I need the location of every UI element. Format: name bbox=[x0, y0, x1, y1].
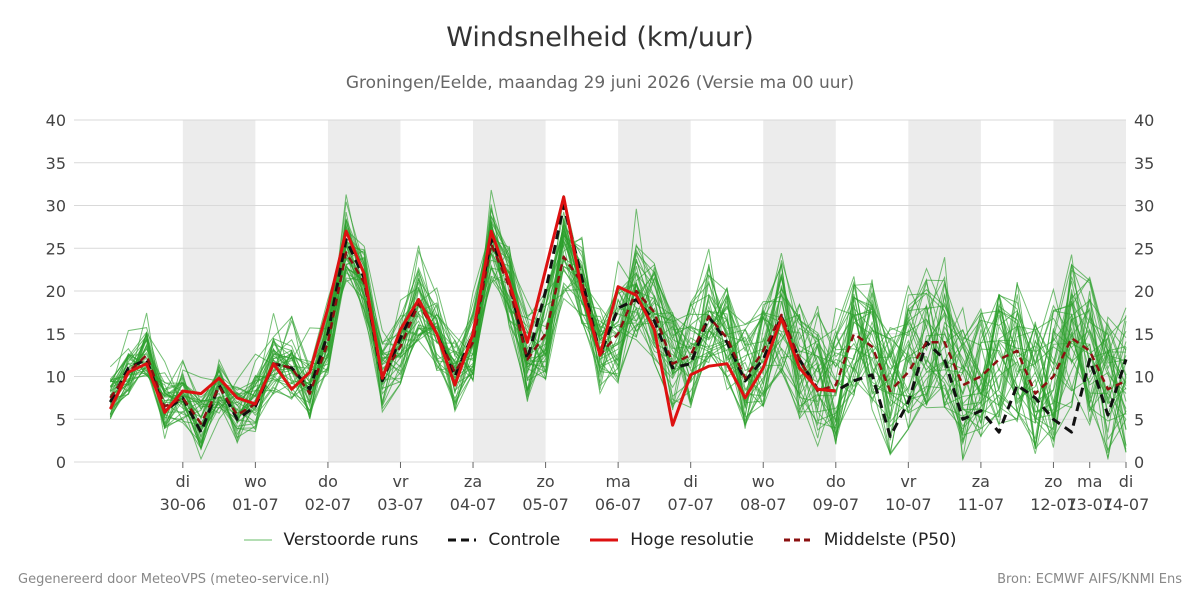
legend-label: Middelste (P50) bbox=[823, 530, 957, 550]
ensemble-member-line bbox=[109, 227, 1127, 460]
x-tick-day: ma bbox=[605, 472, 630, 491]
legend-label: Verstoorde runs bbox=[283, 530, 419, 550]
y-tick-label-right: 25 bbox=[1134, 239, 1154, 258]
y-tick-label-left: 5 bbox=[56, 410, 66, 429]
y-tick-label-right: 10 bbox=[1134, 368, 1154, 387]
x-tick-day: wo bbox=[752, 472, 775, 491]
x-tick-date: 04-07 bbox=[450, 495, 497, 514]
middelste-p50-line bbox=[109, 242, 1127, 425]
chart-subtitle: Groningen/Eelde, maandag 29 juni 2026 (V… bbox=[345, 73, 855, 93]
x-tick-date: 11-07 bbox=[958, 495, 1005, 514]
y-tick-label-right: 30 bbox=[1134, 197, 1154, 216]
ensemble-member-line bbox=[109, 219, 1127, 451]
x-tick-date: 03-07 bbox=[377, 495, 424, 514]
x-tick-day: ma bbox=[1077, 472, 1102, 491]
x-tick-date: 02-07 bbox=[305, 495, 352, 514]
legend-swatch-thin-green bbox=[243, 539, 272, 541]
x-tick-date: 13-07 bbox=[1066, 495, 1113, 514]
footer-source: Bron: ECMWF AIFS/KNMI Ens bbox=[997, 572, 1182, 587]
y-tick-label-right: 0 bbox=[1134, 453, 1144, 472]
legend: Verstoorde runs Controle Hoge resolutie … bbox=[0, 530, 1200, 550]
x-tick-date: 06-07 bbox=[595, 495, 642, 514]
x-tick-day: za bbox=[972, 472, 990, 491]
controle-line bbox=[108, 204, 1128, 438]
x-tick-date: 07-07 bbox=[667, 495, 714, 514]
x-tick-day: vr bbox=[900, 472, 916, 491]
x-tick-day: do bbox=[826, 472, 846, 491]
legend-item-verstoorde-runs: Verstoorde runs bbox=[243, 530, 419, 550]
x-tick-date: 05-07 bbox=[522, 495, 569, 514]
x-tick-day: di bbox=[1119, 472, 1134, 491]
legend-swatch-red-solid bbox=[590, 538, 619, 542]
x-tick-date: 14-07 bbox=[1103, 495, 1150, 514]
y-tick-label-left: 0 bbox=[56, 453, 66, 472]
x-tick-date: 12-07 bbox=[1030, 495, 1077, 514]
y-tick-label-left: 30 bbox=[46, 197, 66, 216]
x-tick-date: 30-06 bbox=[160, 495, 207, 514]
legend-swatch-black-dashed bbox=[448, 538, 477, 542]
x-tick-day: di bbox=[683, 472, 698, 491]
x-tick-day: za bbox=[464, 472, 482, 491]
ensemble-member-line bbox=[109, 217, 1127, 448]
y-tick-label-right: 40 bbox=[1134, 111, 1154, 130]
x-tick-day: zo bbox=[1044, 472, 1062, 491]
y-tick-label-right: 20 bbox=[1134, 282, 1154, 301]
legend-item-controle: Controle bbox=[448, 530, 560, 550]
legend-item-middelste-p50: Middelste (P50) bbox=[783, 530, 957, 550]
y-tick-label-left: 35 bbox=[46, 154, 66, 173]
x-tick-day: wo bbox=[244, 472, 267, 491]
ensemble-member-line bbox=[109, 214, 1127, 437]
ensemble-member-line bbox=[110, 217, 1127, 456]
x-tick-day: vr bbox=[392, 472, 408, 491]
y-tick-label-left: 40 bbox=[46, 111, 66, 130]
y-tick-label-right: 15 bbox=[1134, 325, 1154, 344]
y-tick-label-left: 20 bbox=[46, 282, 66, 301]
legend-label: Hoge resolutie bbox=[630, 530, 754, 550]
y-tick-label-left: 10 bbox=[46, 368, 66, 387]
ensemble-member-line bbox=[110, 189, 1127, 439]
legend-label: Controle bbox=[488, 530, 561, 550]
ensemble-member-line bbox=[109, 233, 1127, 446]
ensemble-member-line bbox=[109, 225, 1127, 445]
legend-swatch-darkred-dashed bbox=[783, 538, 812, 542]
x-tick-date: 09-07 bbox=[813, 495, 860, 514]
y-tick-label-left: 25 bbox=[46, 239, 66, 258]
chart-title: Windsnelheid (km/uur) bbox=[446, 22, 754, 53]
ensemble-member-line bbox=[109, 220, 1127, 447]
x-tick-date: 10-07 bbox=[885, 495, 932, 514]
x-tick-day: zo bbox=[536, 472, 554, 491]
x-tick-day: do bbox=[318, 472, 338, 491]
footer-generated-by: Gegenereerd door MeteoVPS (meteo-service… bbox=[18, 572, 330, 587]
x-tick-date: 01-07 bbox=[232, 495, 279, 514]
y-tick-label-right: 5 bbox=[1134, 410, 1144, 429]
y-tick-label-right: 35 bbox=[1134, 154, 1154, 173]
hoge-resolutie-line bbox=[108, 195, 836, 427]
x-tick-date: 08-07 bbox=[740, 495, 787, 514]
x-tick-day: di bbox=[176, 472, 191, 491]
y-tick-label-left: 15 bbox=[46, 325, 66, 344]
legend-item-hoge-resolutie: Hoge resolutie bbox=[590, 530, 754, 550]
